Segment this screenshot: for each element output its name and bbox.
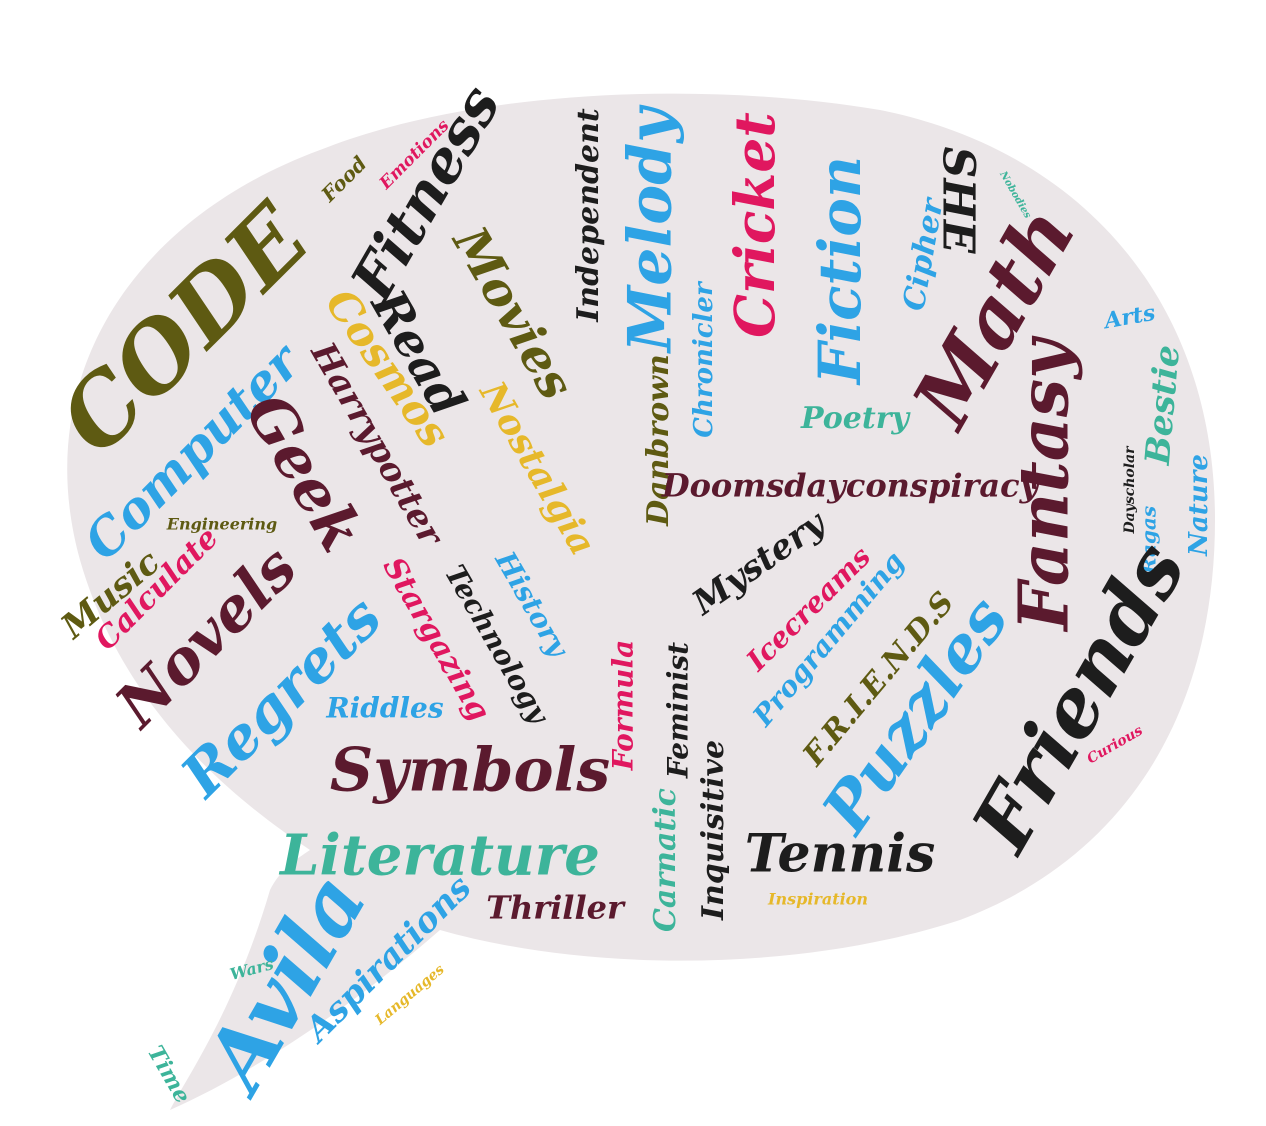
word-formula: Formula: [607, 640, 640, 772]
word-feminist: Feminist: [662, 642, 695, 779]
word-tennis: Tennis: [745, 824, 935, 885]
word-doomsdayconspiracy: Doomsdayconspiracy: [661, 467, 1041, 505]
speech-bubble-shape: [67, 93, 1216, 1110]
word-ragas: Ragas: [1137, 506, 1161, 575]
word-chronicler: Chronicler: [689, 280, 719, 438]
word-melody: Melody: [616, 104, 686, 354]
word-poetry: Poetry: [800, 401, 912, 436]
word-symbols: Symbols: [330, 736, 610, 806]
word-riddles: Riddles: [325, 692, 444, 725]
word-cricket: Cricket: [722, 112, 787, 338]
word-engineering: Engineering: [166, 515, 277, 534]
word-inquisitive: Inquisitive: [696, 740, 731, 921]
word-carnatic: Carnatic: [648, 788, 683, 932]
word-nature: Nature: [1184, 454, 1214, 557]
word-inspiration: Inspiration: [767, 890, 868, 909]
word-she: SHE: [933, 147, 984, 255]
word-fiction: Fiction: [806, 156, 874, 386]
word-danbrown: Danbrown: [641, 354, 676, 527]
word-thriller: Thriller: [486, 889, 626, 927]
word-independent: Independent: [571, 108, 606, 323]
word-literature: Literature: [278, 823, 600, 889]
word-fantasy: Fantasy: [1005, 335, 1085, 633]
word-dayscholar: Dayscholar: [1122, 445, 1138, 535]
